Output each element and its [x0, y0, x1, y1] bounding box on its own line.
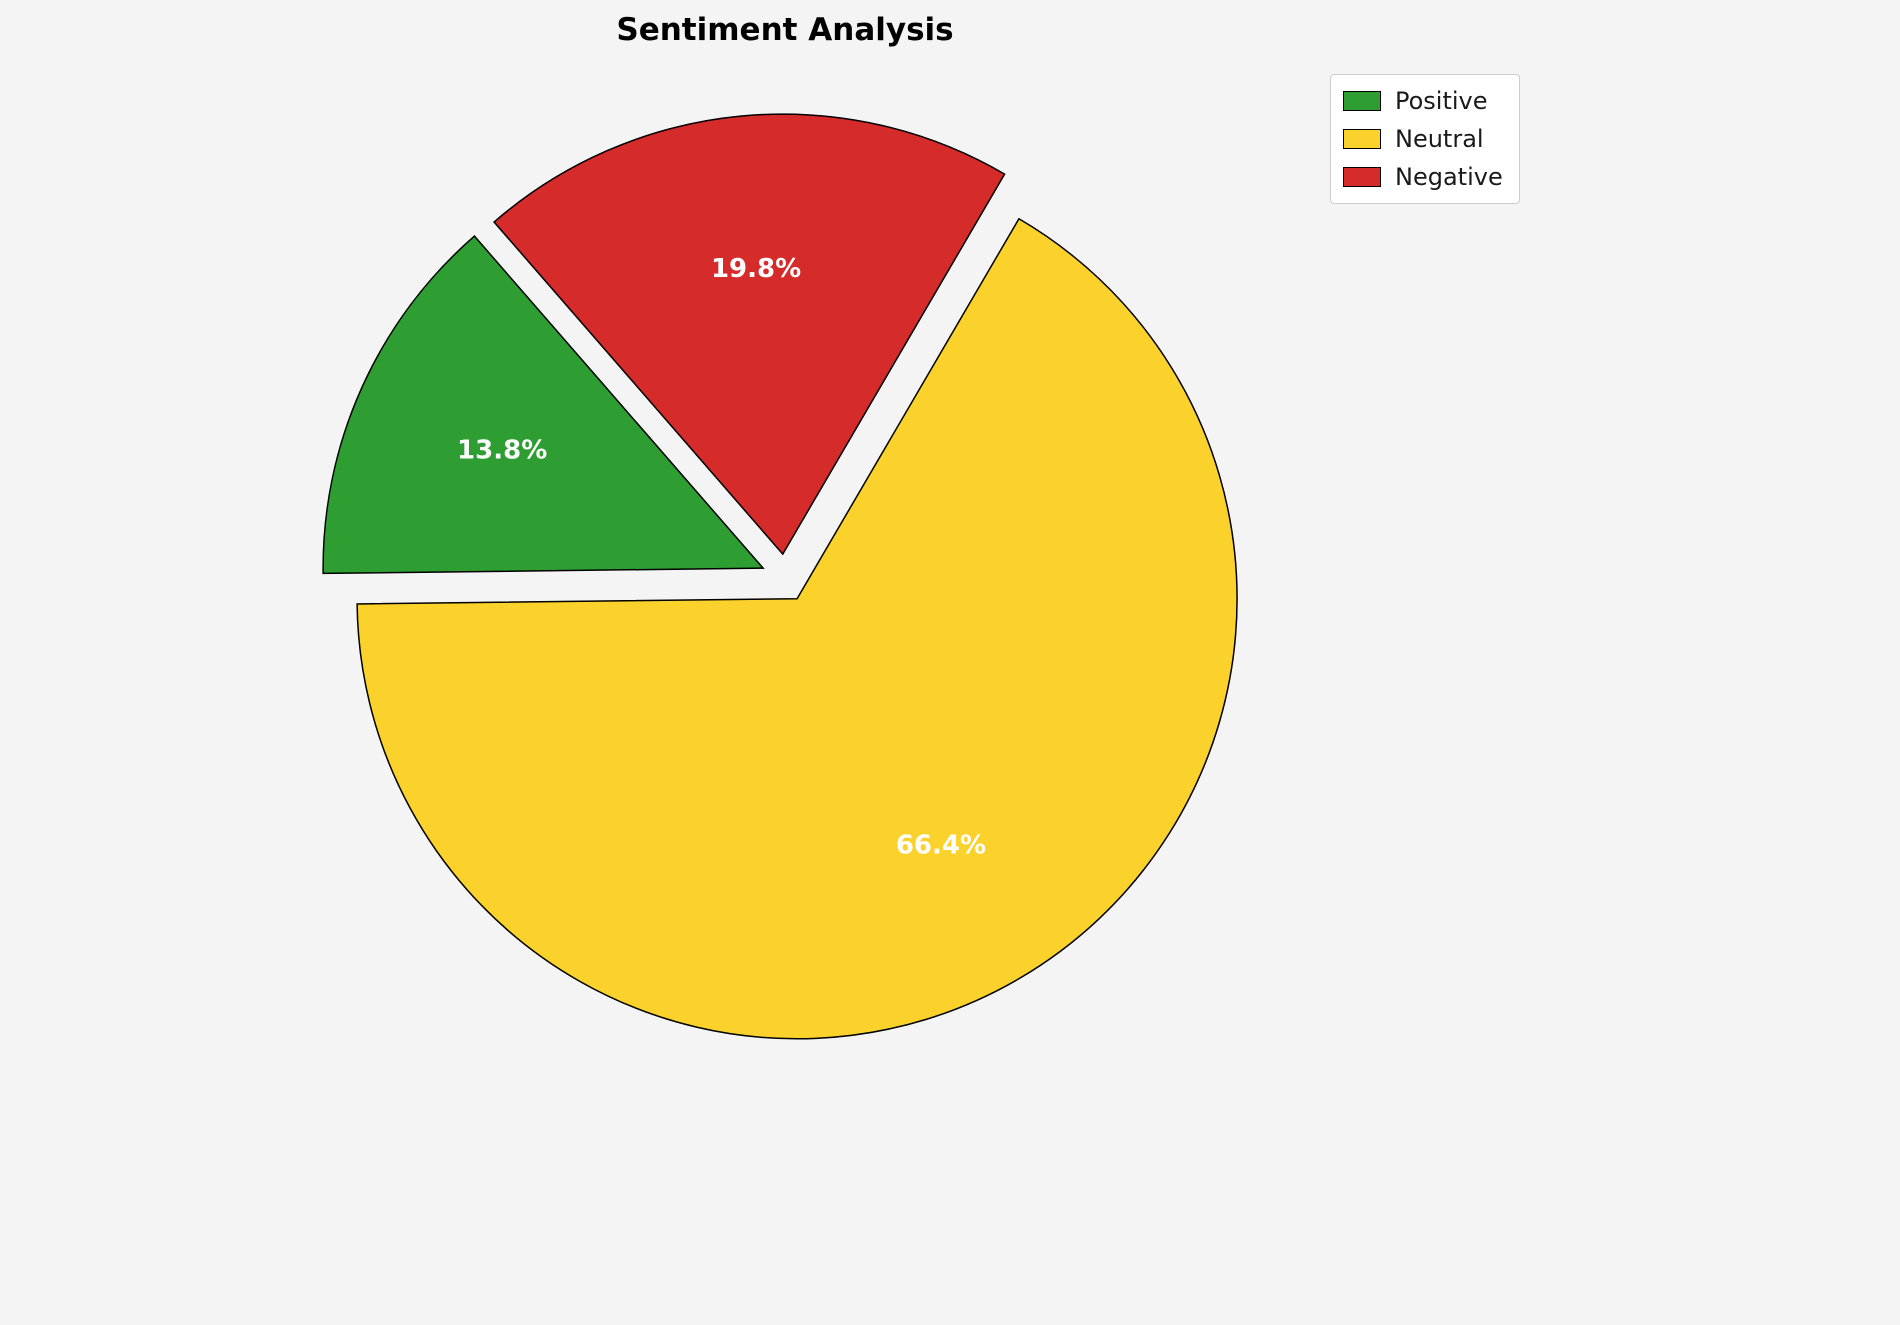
- legend-item-neutral: Neutral: [1343, 125, 1503, 153]
- legend-item-negative: Negative: [1343, 163, 1503, 191]
- pct-label-negative: 19.8%: [711, 254, 801, 284]
- legend-label-negative: Negative: [1395, 163, 1503, 191]
- legend-swatch-neutral: [1343, 129, 1381, 149]
- legend-label-positive: Positive: [1395, 87, 1488, 115]
- legend-items: Positive Neutral Negative: [1343, 87, 1503, 191]
- pie-slice-positive: [322, 235, 765, 575]
- pie-slice-negative: [493, 113, 1006, 556]
- legend-item-positive: Positive: [1343, 87, 1503, 115]
- pct-label-positive: 13.8%: [457, 436, 547, 466]
- legend-swatch-positive: [1343, 91, 1381, 111]
- legend-swatch-negative: [1343, 167, 1381, 187]
- pie-slice-neutral: [356, 217, 1238, 1040]
- legend-label-neutral: Neutral: [1395, 125, 1484, 153]
- pct-label-neutral: 66.4%: [896, 830, 986, 860]
- legend: Positive Neutral Negative: [1330, 74, 1520, 204]
- chart-title: Sentiment Analysis: [616, 12, 954, 48]
